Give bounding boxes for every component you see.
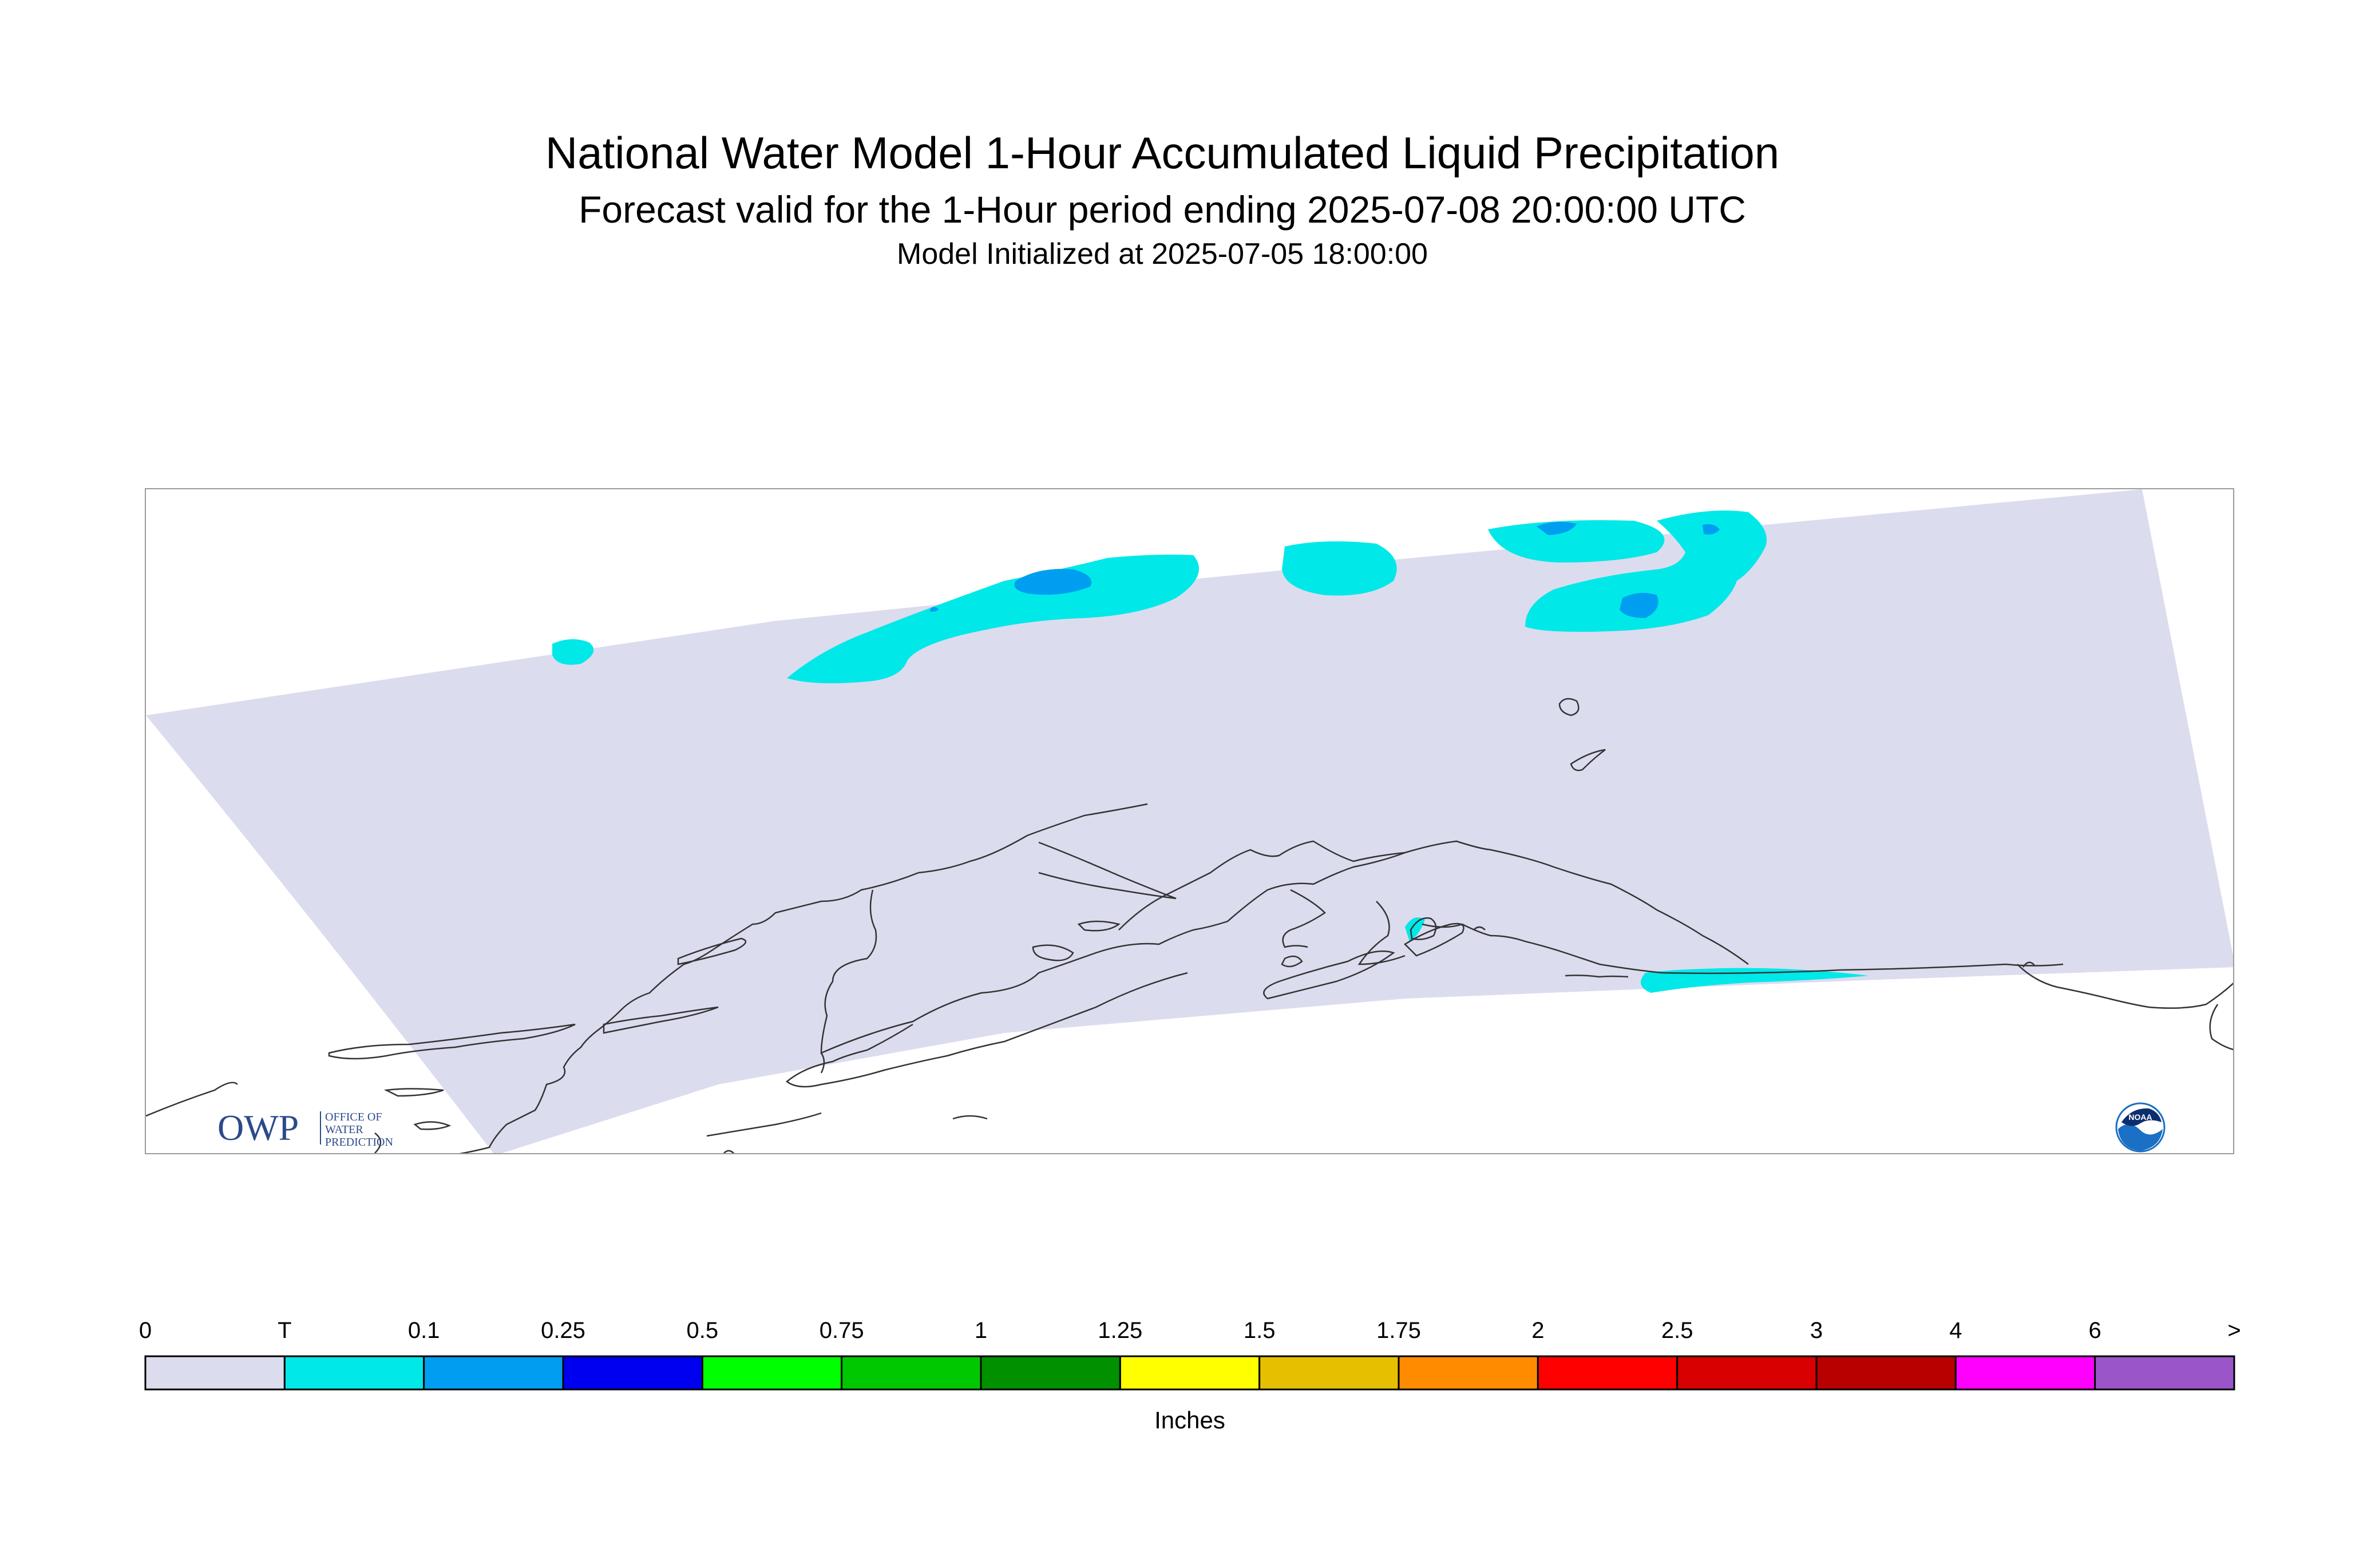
coastline	[820, 1052, 825, 1074]
noaa-logo-bird	[2121, 1108, 2162, 1126]
island-coast	[383, 1088, 444, 1097]
colorbar-tick-label: 1.25	[1098, 1318, 1143, 1343]
colorbar-bin	[1119, 1355, 1261, 1391]
colorbar-tick-label: 1.5	[1243, 1318, 1276, 1343]
colorbar-tick-label: 0.75	[819, 1318, 864, 1343]
island-coast	[1404, 922, 1464, 957]
colorbar-tick-label: 2	[1531, 1318, 1545, 1343]
colorbar-bin	[1815, 1355, 1957, 1391]
noaa-logo-text: NOAA	[2128, 1112, 2152, 1122]
island-coast	[706, 1112, 822, 1137]
island-coast	[328, 1023, 576, 1060]
coastline	[1422, 923, 2064, 975]
noaa-logo-wave	[2118, 1124, 2163, 1151]
coastline	[2017, 964, 2233, 1009]
colorbar-bin	[980, 1355, 1121, 1391]
colorbar-tick-label: 0.25	[541, 1318, 585, 1343]
precip-area	[1405, 917, 1425, 941]
precip-area	[930, 607, 939, 612]
colorbar-bin	[1954, 1355, 2096, 1391]
colorbar-bin	[701, 1355, 843, 1391]
coastline	[146, 1082, 238, 1117]
island-coast	[1558, 698, 1580, 716]
owp-logo-text: PREDICTION	[325, 1136, 393, 1149]
noaa-logo: NOAA	[2115, 1102, 2166, 1153]
coastline	[1118, 840, 1406, 930]
coastline	[1410, 917, 1437, 940]
coastline	[1473, 926, 1486, 930]
island-coast	[413, 1121, 452, 1130]
coastline	[374, 1133, 382, 1153]
coastline	[459, 803, 1148, 1153]
island-coast	[1570, 749, 1606, 771]
coastline	[785, 972, 1188, 1088]
map-title: National Water Model 1-Hour Accumulated …	[545, 128, 1780, 178]
colorbar-tick-label: 0	[138, 1318, 152, 1343]
colorbar-tick-label: 0.1	[407, 1318, 440, 1343]
precip-area	[1488, 520, 1665, 563]
island-coast	[603, 1006, 719, 1034]
colorbar-tick-label: 6	[2088, 1318, 2101, 1343]
coastline	[1282, 889, 1326, 948]
colorbar-tick-label: T	[278, 1318, 292, 1343]
colorbar-bin	[283, 1355, 425, 1391]
map-canvas	[146, 489, 2233, 1153]
colorbar-bin	[2094, 1355, 2235, 1391]
precip-area	[1525, 510, 1767, 632]
island-coast	[1263, 950, 1395, 1000]
precip-light-areas	[930, 521, 1720, 618]
colorbar-tick-label: 2.5	[1661, 1318, 1693, 1343]
precip-colorbar	[144, 1355, 2235, 1391]
coastline	[1565, 975, 1629, 978]
precip-area	[1641, 968, 1869, 993]
island-coast	[952, 1115, 988, 1120]
precip-trace-areas	[552, 510, 1869, 993]
colorbar-bin	[1258, 1355, 1400, 1391]
island-coast	[723, 1150, 735, 1153]
colorbar-bin	[841, 1355, 982, 1391]
coastline	[2209, 1004, 2233, 1051]
colorbar-bin	[562, 1355, 703, 1391]
colorbar-bin	[1398, 1355, 1539, 1391]
island-coast	[1281, 955, 1303, 968]
precip-area	[787, 555, 1199, 683]
island-coast	[1032, 944, 1074, 961]
coastlines	[146, 698, 2233, 1153]
colorbar-tick-label: 1	[974, 1318, 988, 1343]
colorbar-bin	[144, 1355, 286, 1391]
owp-logo: OWP OFFICE OF WATER PREDICTION	[217, 1107, 393, 1149]
model-domain-area	[146, 489, 2233, 1153]
owp-logo-text: OFFICE OF	[325, 1111, 382, 1123]
coastline	[1357, 901, 1406, 965]
forecast-valid-subtitle: Forecast valid for the 1-Hour period end…	[579, 188, 1746, 231]
island-coast	[677, 937, 747, 965]
colorbar-bin	[1676, 1355, 1818, 1391]
colorbar-tick-label: 1.75	[1376, 1318, 1421, 1343]
colorbar-bin	[423, 1355, 564, 1391]
colorbar-tick-label: 4	[1949, 1318, 1962, 1343]
colorbar-tick-label: 3	[1810, 1318, 1823, 1343]
model-init-line: Model Initialized at 2025-07-05 18:00:00	[897, 237, 1428, 271]
coastline	[820, 840, 1749, 1054]
coastline	[2022, 961, 2035, 968]
precip-area	[1703, 524, 1720, 534]
map-panel: OWP OFFICE OF WATER PREDICTION NOAA	[145, 488, 2234, 1154]
owp-logo-letters: OWP	[217, 1107, 299, 1148]
precip-area	[1537, 521, 1577, 535]
precip-area	[1014, 569, 1091, 595]
owp-logo-text: WATER	[325, 1123, 363, 1136]
colorbar-bin	[1537, 1355, 1679, 1391]
precip-area	[1620, 593, 1658, 618]
precip-area	[1282, 541, 1397, 596]
coastline	[1038, 841, 1177, 900]
island-coast	[1077, 920, 1121, 932]
colorbar-tick-label: 0.5	[686, 1318, 719, 1343]
colorbar-tick-label: >	[2227, 1318, 2241, 1343]
colorbar-units-label: Inches	[1154, 1407, 1225, 1434]
precip-area	[552, 639, 594, 665]
